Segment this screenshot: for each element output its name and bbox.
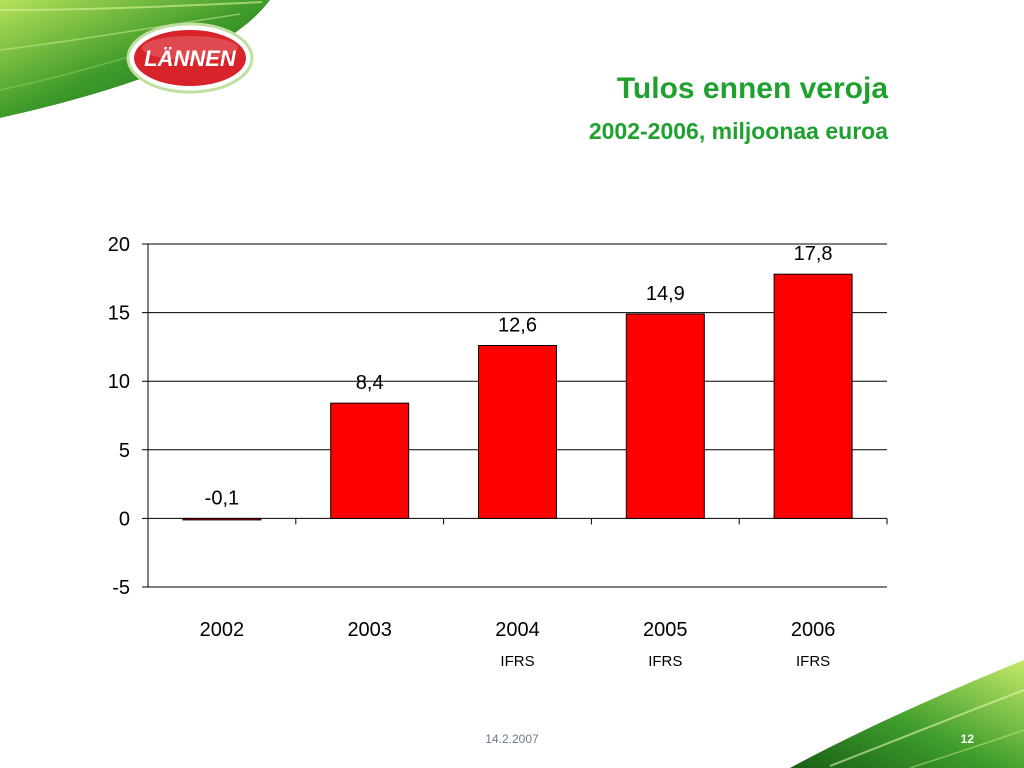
chart-title: Tulos ennen veroja (616, 72, 888, 105)
chart-subtitle: 2002-2006, miljoonaa euroa (588, 118, 888, 144)
data-label: 12,6 (498, 315, 537, 337)
logo-text: LÄNNEN (144, 46, 237, 71)
y-tick-label: 0 (119, 508, 130, 530)
x-tick-label: 2002 (200, 619, 245, 641)
data-label: -0,1 (205, 487, 239, 509)
y-tick-label: 20 (108, 234, 130, 256)
bar (330, 402, 410, 519)
x-tick-label: 2005 (643, 619, 688, 641)
bottom-right-leaf (790, 660, 1024, 768)
bar (773, 273, 853, 519)
y-tick-label: -5 (112, 577, 130, 599)
x-tick-label: 2006 (791, 619, 836, 641)
x-tick-label: 2004 (495, 619, 540, 641)
y-tick-label: 5 (119, 440, 130, 462)
category-note: IFRS (648, 653, 682, 670)
bar (182, 517, 262, 521)
category-note: IFRS (500, 653, 534, 670)
footer-date: 14.2.2007 (485, 732, 539, 746)
x-tick-label: 2003 (347, 619, 392, 641)
data-label: 17,8 (794, 243, 833, 265)
page-number: 12 (960, 732, 974, 746)
category-note: IFRS (796, 653, 830, 670)
bar (478, 345, 557, 519)
y-tick-label: 10 (108, 371, 130, 393)
bar (625, 313, 705, 519)
data-label: 8,4 (356, 372, 384, 394)
y-tick-label: 15 (108, 303, 130, 325)
data-label: 14,9 (646, 283, 685, 305)
